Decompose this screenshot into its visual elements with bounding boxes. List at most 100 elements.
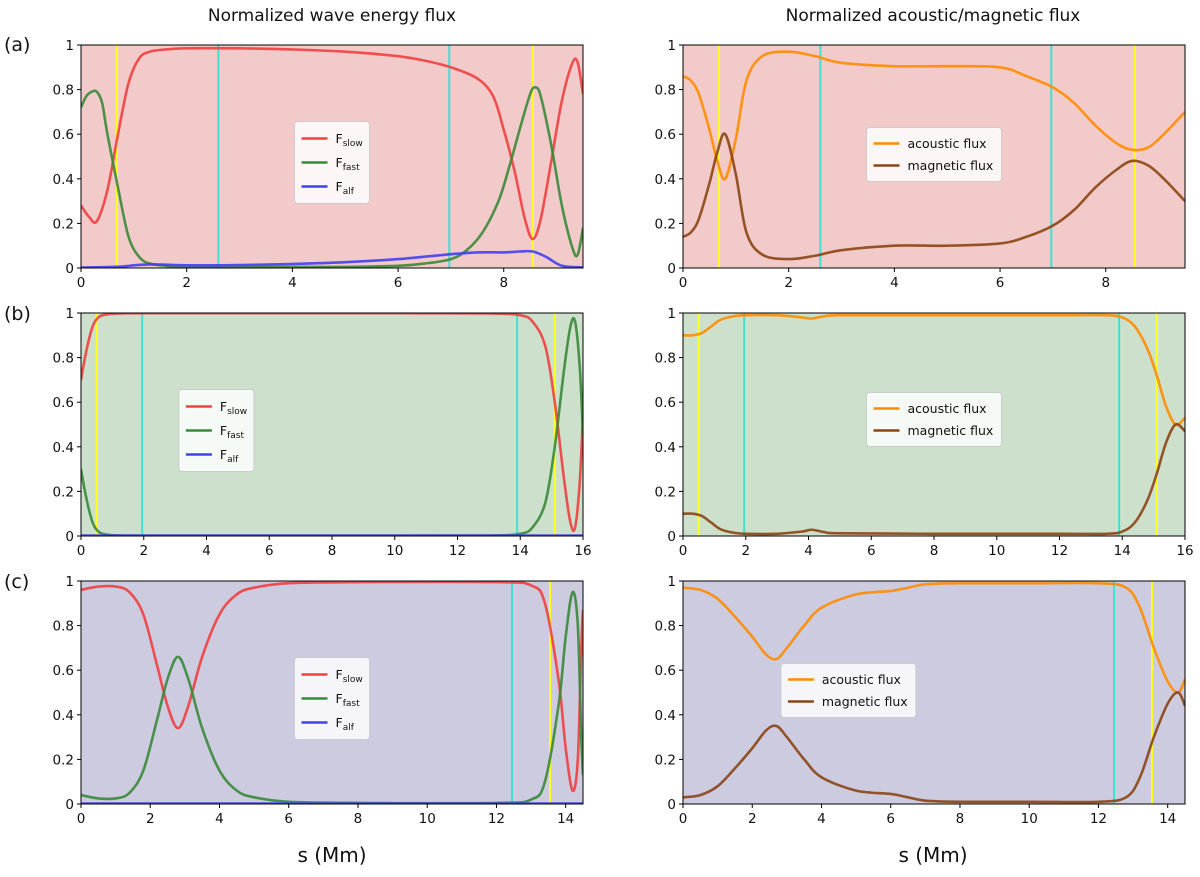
y-tick-label: 0.8 xyxy=(655,619,676,635)
legend: acoustic flux magnetic flux xyxy=(780,663,917,718)
y-tick-label: 0.4 xyxy=(53,708,74,724)
x-tick-label: 0 xyxy=(679,275,688,291)
series-F-fast-line xyxy=(81,85,583,268)
x-tick-label: 2 xyxy=(146,811,155,827)
x-tick-label: 6 xyxy=(284,811,293,827)
y-tick-label: 1 xyxy=(65,38,74,54)
legend-label: acoustic flux xyxy=(822,672,901,687)
x-tick-label: 0 xyxy=(77,543,86,559)
series-magnetic-flux-line xyxy=(683,691,1185,804)
panel-label-a: (a) xyxy=(4,34,30,56)
x-tick-label: 8 xyxy=(1101,275,1110,291)
legend-label-subscript: slow xyxy=(343,139,363,149)
panel-c-right: 0 2 4 6 8 10 12 14 0 0.2 0.4 0.6 0.8 1 acoustic flux ma… xyxy=(655,574,1186,827)
x-tick-label: 2 xyxy=(748,811,757,827)
x-tick-label: 4 xyxy=(817,811,826,827)
x-tick-label: 4 xyxy=(215,811,224,827)
x-tick-label: 6 xyxy=(996,275,1005,291)
x-tick-label: 8 xyxy=(328,543,337,559)
y-tick-label: 0.6 xyxy=(655,395,676,411)
x-tick-label: 10 xyxy=(419,811,436,827)
x-tick-label: 12 xyxy=(449,543,466,559)
panel-b-right: 0 2 4 6 8 10 12 14 16 0 0.2 0.4 0.6 0.8 1 acoustic flux… xyxy=(655,306,1194,559)
y-tick-label: 0 xyxy=(667,261,676,277)
x-tick-label: 10 xyxy=(386,543,403,559)
x-tick-label: 0 xyxy=(679,811,688,827)
y-tick-label: 0.2 xyxy=(655,216,676,232)
panel-a-right: 0 2 4 6 8 0 0.2 0.4 0.6 0.8 1 acoustic flux magnetic… xyxy=(655,38,1186,291)
legend-box xyxy=(294,657,370,740)
x-tick-label: 12 xyxy=(488,811,505,827)
y-tick-label: 0.2 xyxy=(53,216,74,232)
legend-box xyxy=(866,392,1002,447)
x-tick-label: 12 xyxy=(1051,543,1068,559)
legend-box xyxy=(866,127,1002,182)
y-tick-label: 0.8 xyxy=(53,619,74,635)
x-tick-label: 4 xyxy=(890,275,899,291)
plot-background xyxy=(81,313,583,536)
y-tick-label: 0.2 xyxy=(655,484,676,500)
series-F-slow-line xyxy=(81,581,583,793)
x-tick-label: 6 xyxy=(265,543,274,559)
x-tick-label: 10 xyxy=(988,543,1005,559)
axes-frame xyxy=(682,580,1186,805)
legend-box xyxy=(178,389,255,472)
x-tick-label: 6 xyxy=(394,275,403,291)
x-tick-label: 2 xyxy=(139,543,148,559)
y-tick-label: 0 xyxy=(667,529,676,545)
axes-frame xyxy=(80,580,584,805)
x-tick-label: 4 xyxy=(288,275,297,291)
y-tick-label: 0.6 xyxy=(53,395,74,411)
legend: acoustic flux magnetic flux xyxy=(866,127,1002,182)
x-tick-label: 12 xyxy=(1090,811,1107,827)
x-tick-label: 4 xyxy=(804,543,813,559)
x-tick-label: 0 xyxy=(77,811,86,827)
x-axis-label-right: s (Mm) xyxy=(898,843,967,867)
y-tick-label: 0.8 xyxy=(655,83,676,99)
legend-label: magnetic flux xyxy=(908,423,994,438)
x-tick-label: 8 xyxy=(930,543,939,559)
legend-label: magnetic flux xyxy=(822,694,908,709)
plot-area xyxy=(683,581,1185,804)
y-tick-label: 0 xyxy=(65,529,74,545)
plot-area xyxy=(81,45,583,268)
series-F-alf-line xyxy=(81,249,583,268)
x-tick-label: 8 xyxy=(956,811,965,827)
x-tick-label: 8 xyxy=(354,811,363,827)
x-tick-label: 14 xyxy=(1114,543,1131,559)
legend-label-subscript: fast xyxy=(227,431,244,441)
legend-label: acoustic flux xyxy=(908,136,987,151)
legend-label-subscript: slow xyxy=(227,407,247,417)
x-tick-label: 8 xyxy=(499,275,508,291)
panel-label-b: (b) xyxy=(4,303,31,325)
legend-label: acoustic flux xyxy=(908,401,987,416)
legend: acoustic flux magnetic flux xyxy=(866,392,1002,447)
legend-label-subscript: alf xyxy=(343,723,355,733)
legend-label-subscript: slow xyxy=(343,675,363,685)
plot-area xyxy=(683,45,1185,268)
y-tick-label: 0.2 xyxy=(53,484,74,500)
axes-frame xyxy=(80,44,584,269)
series-F-slow-line xyxy=(81,46,583,241)
plot-area xyxy=(683,313,1185,536)
y-tick-label: 0.6 xyxy=(53,127,74,143)
y-tick-label: 0 xyxy=(667,797,676,813)
x-tick-label: 14 xyxy=(557,811,574,827)
x-tick-label: 14 xyxy=(512,543,529,559)
x-tick-label: 0 xyxy=(679,543,688,559)
y-tick-label: 1 xyxy=(65,306,74,322)
series-acoustic-flux-line xyxy=(683,581,1185,694)
series-magnetic-flux-line xyxy=(683,132,1185,261)
y-tick-label: 1 xyxy=(667,574,676,590)
legend-label: magnetic flux xyxy=(908,158,994,173)
legend-label-subscript: fast xyxy=(343,163,360,173)
x-tick-label: 10 xyxy=(1021,811,1038,827)
x-tick-label: 2 xyxy=(182,275,191,291)
